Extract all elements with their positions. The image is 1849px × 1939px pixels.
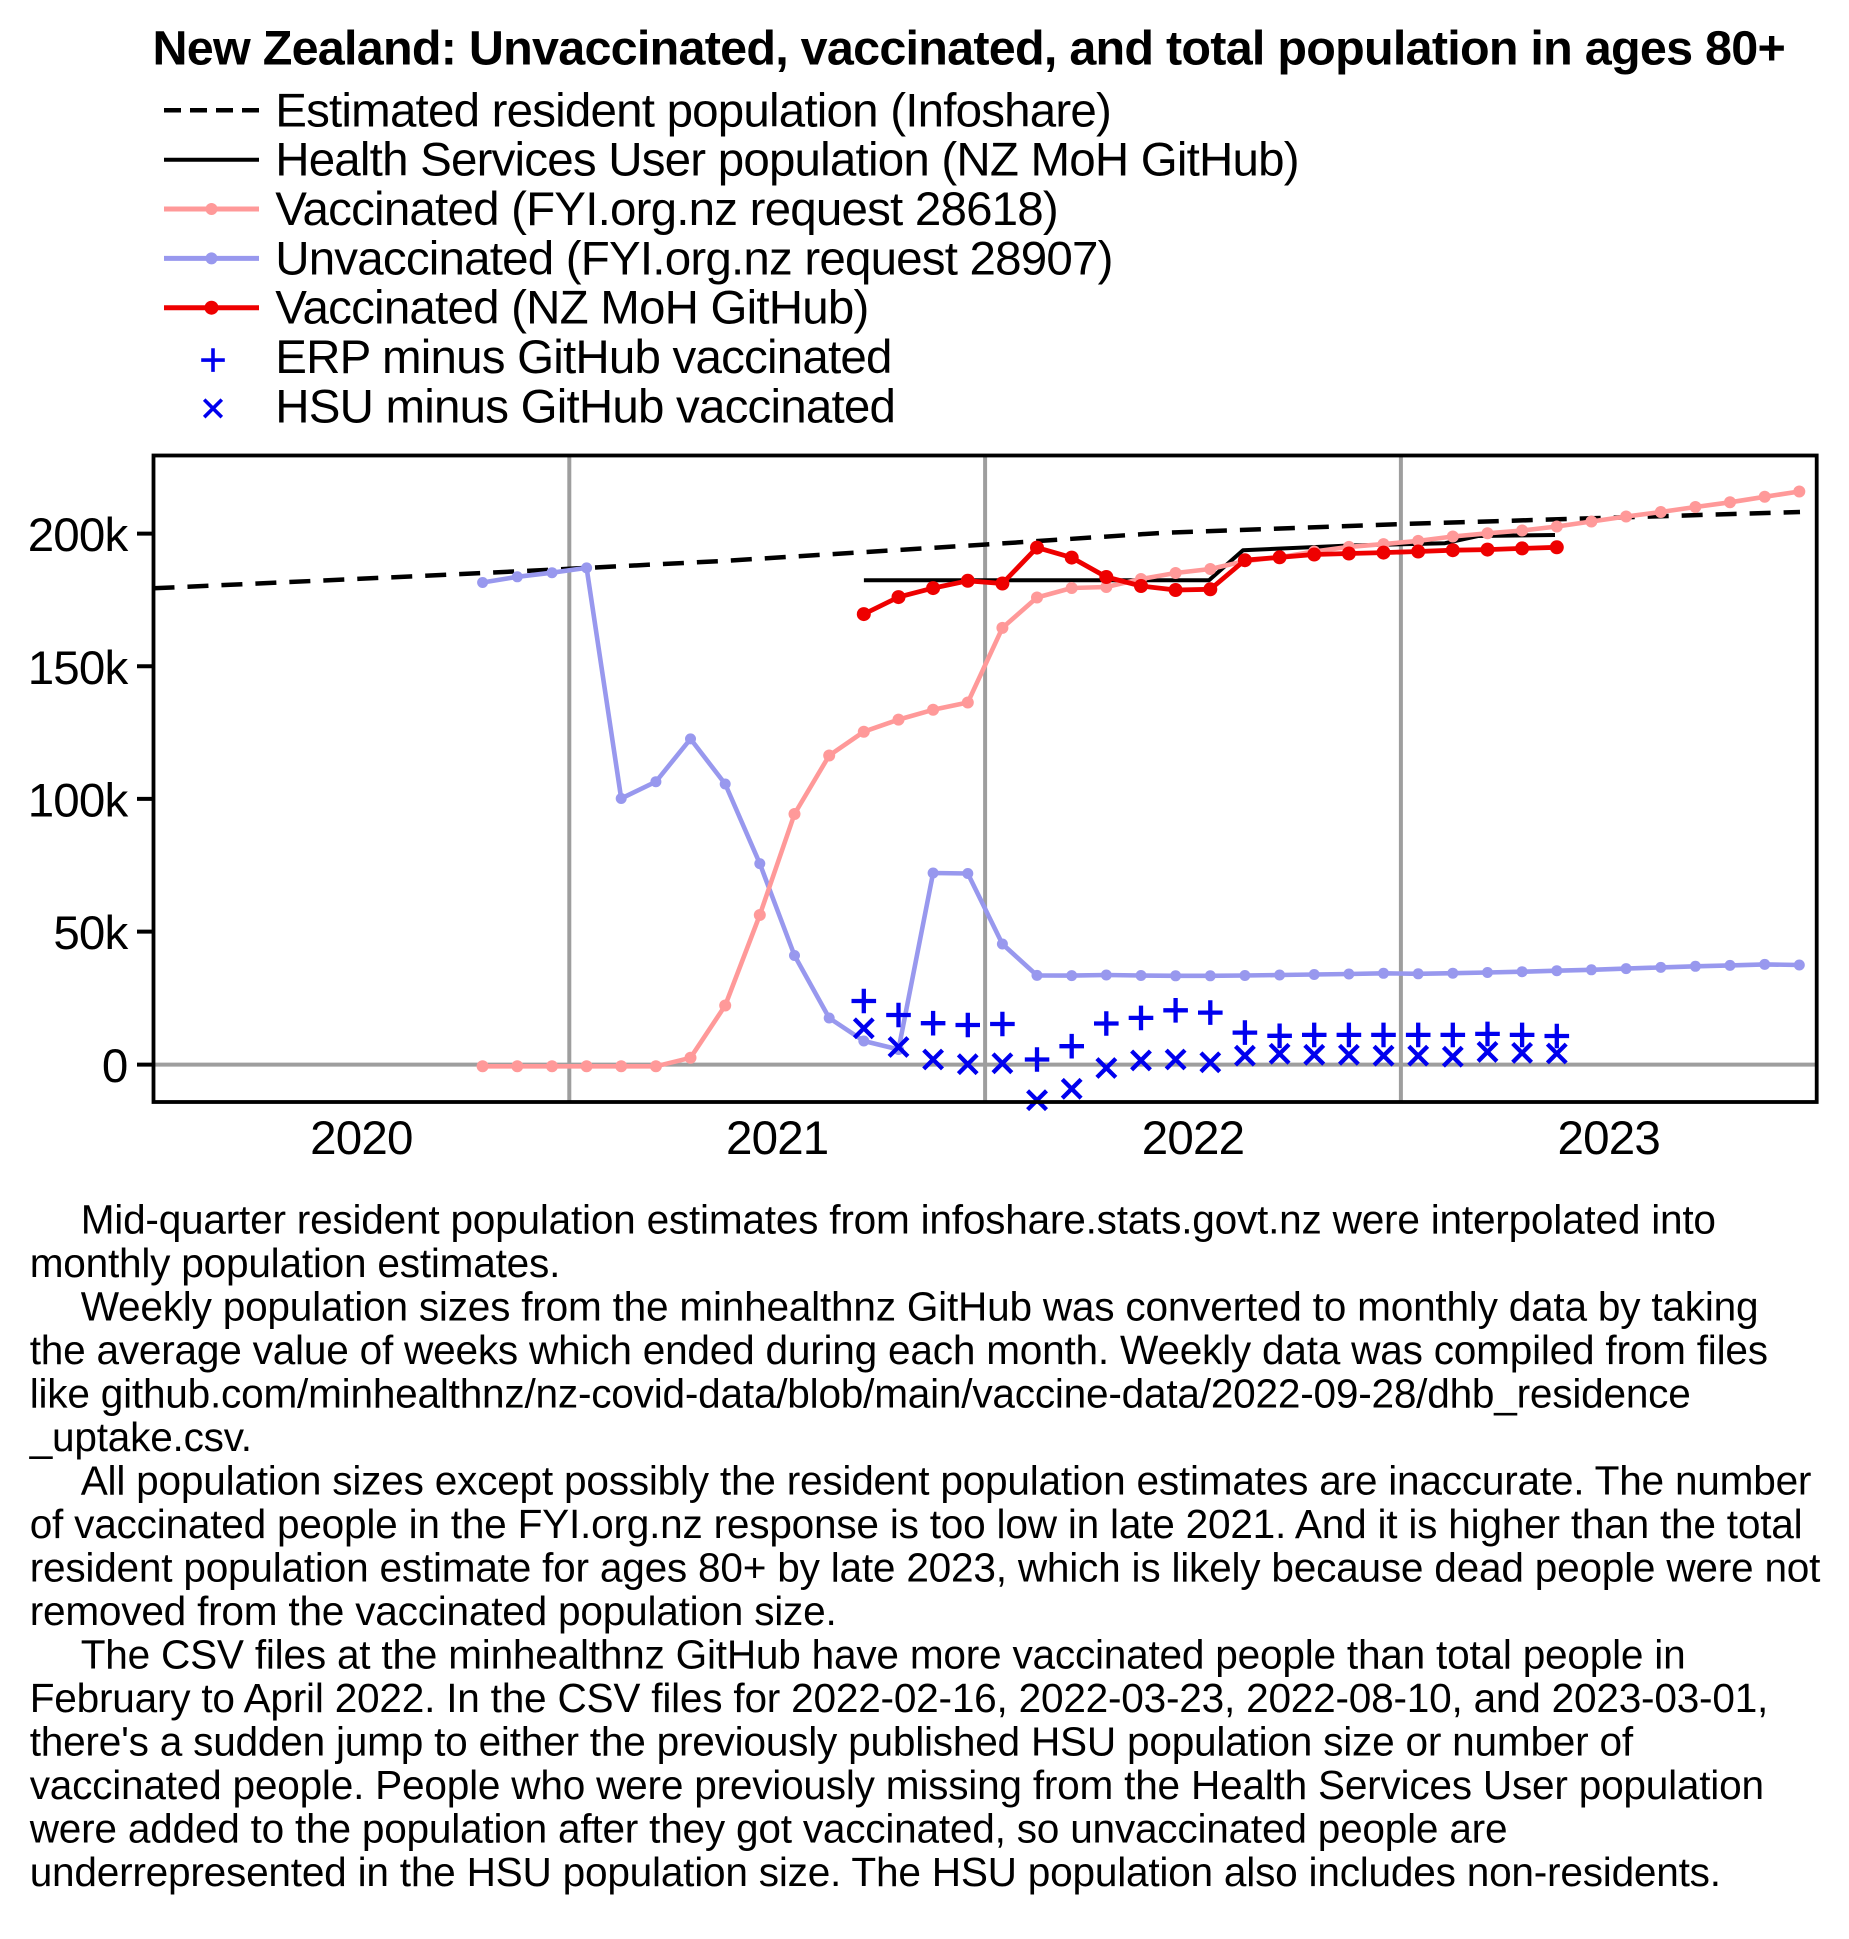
svg-text:like github.com/minhealthnz/nz: like github.com/minhealthnz/nz-covid-dat… (30, 1371, 1691, 1417)
svg-text:Vaccinated (FYI.org.nz request: Vaccinated (FYI.org.nz request 28618) (275, 183, 1058, 236)
svg-text:Weekly population sizes from t: Weekly population sizes from the minheal… (81, 1284, 1759, 1330)
svg-text:200k: 200k (28, 509, 129, 562)
svg-text:150k: 150k (28, 642, 129, 695)
svg-text:removed from the vaccinated po: removed from the vaccinated population s… (30, 1588, 837, 1634)
svg-text:_uptake.csv.: _uptake.csv. (29, 1414, 252, 1460)
svg-text:there's a sudden jump to eithe: there's a sudden jump to either the prev… (30, 1719, 1634, 1765)
svg-text:vaccinated people. People who: vaccinated people. People who were previ… (30, 1762, 1764, 1808)
svg-text:Vaccinated (NZ MoH GitHub): Vaccinated (NZ MoH GitHub) (275, 282, 868, 335)
svg-text:monthly population estimates.: monthly population estimates. (30, 1240, 560, 1286)
svg-text:the average value of weeks whi: the average value of weeks which ended d… (30, 1327, 1768, 1373)
svg-text:100k: 100k (28, 774, 129, 827)
svg-text:50k: 50k (53, 907, 128, 960)
svg-text:2020: 2020 (310, 1112, 412, 1165)
svg-text:All population sizes except po: All population sizes except possibly the… (81, 1458, 1812, 1504)
svg-text:2023: 2023 (1558, 1112, 1660, 1165)
svg-text:The CSV files at the minhealth: The CSV files at the minhealthnz GitHub … (81, 1632, 1686, 1678)
svg-text:HSU minus GitHub vaccinated: HSU minus GitHub vaccinated (275, 380, 895, 433)
svg-text:ERP minus GitHub vaccinated: ERP minus GitHub vaccinated (275, 331, 891, 384)
svg-text:February to April 2022. In the: February to April 2022. In the CSV files… (30, 1675, 1768, 1721)
svg-text:0: 0 (102, 1040, 128, 1093)
svg-text:New Zealand: Unvaccinated, vac: New Zealand: Unvaccinated, vaccinated, a… (153, 22, 1786, 76)
svg-text:Unvaccinated (FYI.org.nz reque: Unvaccinated (FYI.org.nz request 28907) (275, 232, 1112, 285)
svg-text:underrepresented in the HSU po: underrepresented in the HSU population s… (30, 1849, 1721, 1895)
svg-text:2022: 2022 (1142, 1112, 1244, 1165)
svg-text:2021: 2021 (726, 1112, 828, 1165)
svg-text:of vaccinated people in the FY: of vaccinated people in the FYI.org.nz r… (30, 1501, 1803, 1547)
svg-text:were added to the population a: were added to the population after they … (29, 1806, 1508, 1852)
svg-text:resident population estimate f: resident population estimate for ages 80… (30, 1545, 1821, 1591)
svg-text:Estimated resident population: Estimated resident population (Infoshare… (275, 84, 1111, 137)
svg-text:Mid-quarter resident populatio: Mid-quarter resident population estimate… (81, 1197, 1716, 1243)
svg-text:Health Services User populatio: Health Services User population (NZ MoH … (275, 134, 1299, 187)
